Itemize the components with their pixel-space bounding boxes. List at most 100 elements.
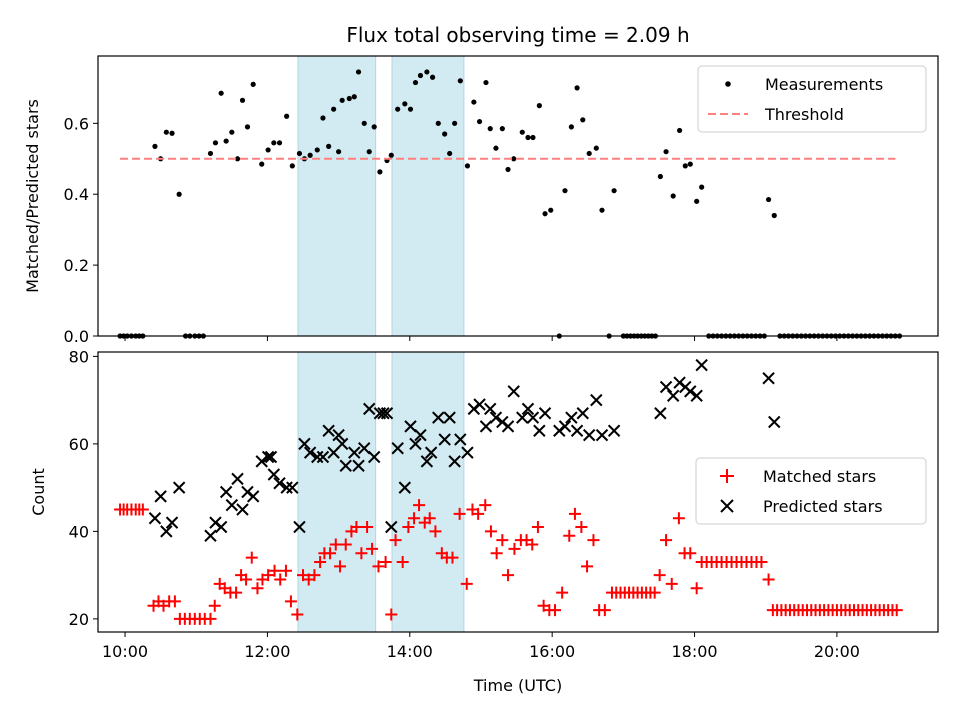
predicted-point: [762, 372, 775, 385]
y-tick-label: 20: [69, 610, 89, 629]
predicted-point: [479, 420, 493, 433]
measurement-point: [366, 149, 372, 155]
predicted-point: [443, 411, 456, 424]
y-tick-label: 0.0: [64, 327, 89, 346]
y-tick-label: 0.2: [64, 256, 89, 275]
legend-predicted-marker: [720, 499, 734, 513]
predicted-point: [607, 424, 621, 437]
x-tick-label: 16:00: [529, 642, 575, 661]
top-panel: 0.0 0.2 0.4 0.6 Matched/Predicted stars Mea…: [23, 55, 939, 346]
predicted-point: [335, 437, 349, 451]
predicted-point: [473, 398, 486, 411]
predicted-point: [377, 407, 390, 420]
predicted-point: [570, 424, 584, 437]
measurement-point: [234, 156, 241, 162]
predicted-point: [231, 472, 244, 486]
measurement-point: [307, 152, 313, 158]
measurement-point: [424, 69, 430, 75]
matched-point: [385, 608, 398, 621]
predicted-point: [148, 512, 162, 525]
measurement-point: [476, 118, 483, 125]
measurement-point: [586, 150, 592, 157]
predicted-point: [160, 525, 173, 538]
legend-matched-label: Matched stars: [763, 467, 876, 486]
measurement-point: [402, 101, 408, 107]
measurement-point: [371, 124, 377, 130]
matched-point: [350, 521, 363, 533]
measurement-point: [519, 129, 525, 135]
measurement-point: [169, 130, 175, 136]
measurement-point: [663, 149, 669, 155]
predicted-point: [521, 402, 535, 416]
predicted-point: [286, 481, 299, 494]
measurement-point: [377, 169, 383, 175]
predicted-point: [261, 450, 275, 464]
matched-point: [389, 534, 402, 547]
predicted-point: [352, 459, 365, 472]
predicted-point: [303, 446, 317, 459]
matched-point: [413, 499, 426, 512]
bottom-shaded-spans: [297, 351, 465, 633]
predicted-point: [582, 428, 596, 442]
predicted-point: [298, 437, 311, 451]
matched-point: [429, 525, 442, 538]
predicted-point: [398, 481, 412, 494]
top-data-marks: [117, 69, 903, 339]
measurement-point: [457, 78, 463, 84]
matched-point: [284, 595, 297, 608]
measurement-point: [244, 124, 251, 130]
bottom-legend-box: [695, 457, 927, 525]
measurement-point: [276, 140, 283, 146]
predicted-point: [420, 455, 434, 468]
measurement-point: [289, 163, 295, 169]
matched-point: [423, 512, 436, 525]
matched-point: [484, 525, 497, 538]
predicted-point: [255, 455, 268, 468]
measurement-point: [580, 117, 586, 123]
matched-point: [453, 507, 466, 520]
predicted-point: [454, 433, 467, 446]
matched-point: [508, 542, 521, 555]
measurement-point: [429, 74, 436, 80]
predicted-point: [348, 446, 361, 459]
measurement-point: [593, 145, 599, 151]
predicted-point: [404, 420, 417, 433]
y-tick-label: 0.4: [64, 185, 89, 204]
legend-measurements-marker: [725, 81, 731, 87]
predicted-point: [659, 380, 673, 394]
predicted-point: [768, 415, 781, 429]
predicted-point: [558, 420, 572, 433]
measurement-point: [361, 120, 367, 126]
predicted-point: [432, 411, 445, 424]
predicted-point: [438, 433, 451, 446]
top-legend: Measurements Threshold: [697, 65, 927, 133]
matched-point: [531, 521, 544, 533]
predicted-point: [385, 520, 398, 534]
measurement-point: [452, 120, 458, 126]
measurement-point: [265, 147, 271, 153]
measurement-point: [611, 188, 617, 194]
matched-point: [361, 521, 374, 533]
predicted-point: [409, 437, 422, 451]
measurement-point: [207, 150, 214, 157]
matched-point: [581, 560, 594, 573]
matched-point: [355, 547, 368, 560]
matched-point: [240, 573, 253, 586]
predicted-point: [264, 450, 278, 464]
predicted-point: [590, 393, 603, 407]
measurement-point: [152, 143, 158, 149]
measurement-point: [699, 184, 705, 190]
measurement-point: [435, 120, 441, 126]
predicted-point: [236, 503, 249, 516]
measurement-point: [536, 103, 542, 109]
predicted-point: [172, 481, 186, 494]
matched-point: [598, 604, 611, 617]
bottom-legend: Matched stars Predicted stars: [695, 457, 927, 525]
matched-point: [396, 556, 409, 568]
matched-point: [279, 564, 292, 577]
matched-point: [472, 507, 485, 520]
shaded-span: [297, 55, 377, 337]
predicted-point: [267, 468, 281, 481]
predicted-point: [595, 428, 609, 442]
predicted-point: [533, 424, 546, 437]
